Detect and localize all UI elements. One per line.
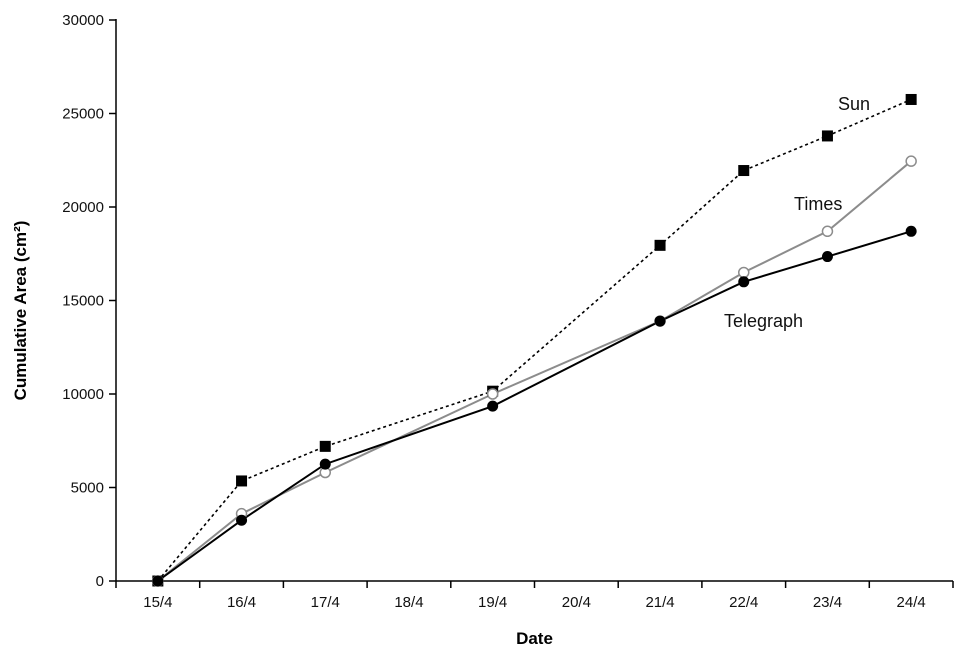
x-tick-label: 20/4 — [562, 594, 591, 611]
x-axis-ticks: 15/4 16/4 17/4 18/4 19/4 20/4 21/4 22/4 23/4 24/4 — [115, 581, 954, 611]
data-point-telegraph — [738, 276, 750, 288]
data-point-telegraph — [821, 251, 833, 263]
x-tick-label: 19/4 — [478, 594, 507, 611]
series-lines — [157, 98, 912, 582]
data-point-sun — [654, 239, 666, 251]
x-tick-label: 23/4 — [813, 594, 842, 611]
y-axis-title: Cumulative Area (cm²) — [11, 221, 30, 401]
series-label-telegraph: Telegraph — [724, 311, 803, 331]
series-label-sun: Sun — [838, 94, 870, 114]
y-tick-label: 15000 — [62, 293, 104, 310]
y-tick-label: 0 — [96, 573, 104, 590]
data-point-telegraph — [487, 400, 499, 412]
data-point-times — [486, 388, 499, 400]
y-tick-label: 10000 — [62, 386, 104, 403]
data-point-telegraph — [654, 315, 666, 327]
data-point-sun — [738, 165, 750, 177]
y-tick-label: 30000 — [62, 12, 104, 29]
data-point-telegraph — [152, 575, 164, 587]
data-point-sun — [319, 440, 331, 452]
data-point-sun — [905, 93, 917, 105]
data-point-times — [821, 225, 834, 238]
x-tick-label: 24/4 — [897, 594, 926, 611]
y-tick-label: 25000 — [62, 106, 104, 123]
data-point-sun — [821, 130, 833, 142]
x-tick-label: 17/4 — [311, 594, 340, 611]
data-point-telegraph — [319, 458, 331, 470]
data-point-sun — [236, 475, 248, 487]
data-point-times — [905, 155, 917, 167]
x-axis-title: Date — [516, 629, 553, 647]
x-tick-label: 15/4 — [143, 594, 172, 611]
x-tick-label: 16/4 — [227, 594, 256, 611]
axes — [115, 19, 953, 582]
series-line-times — [157, 160, 912, 582]
y-tick-label: 20000 — [62, 199, 104, 216]
data-point-telegraph — [905, 225, 917, 237]
data-point-times — [738, 266, 750, 279]
data-point-telegraph — [236, 514, 248, 526]
series-label-times: Times — [794, 194, 842, 214]
y-tick-label: 5000 — [71, 480, 104, 497]
series-line-sun — [157, 98, 912, 582]
series-line-telegraph — [157, 230, 912, 582]
series-markers — [152, 93, 917, 587]
x-tick-label: 21/4 — [645, 594, 674, 611]
y-axis-ticks: 0 5000 10000 15000 20000 25000 30000 — [62, 12, 116, 590]
x-tick-label: 22/4 — [729, 594, 758, 611]
x-tick-label: 18/4 — [394, 594, 423, 611]
